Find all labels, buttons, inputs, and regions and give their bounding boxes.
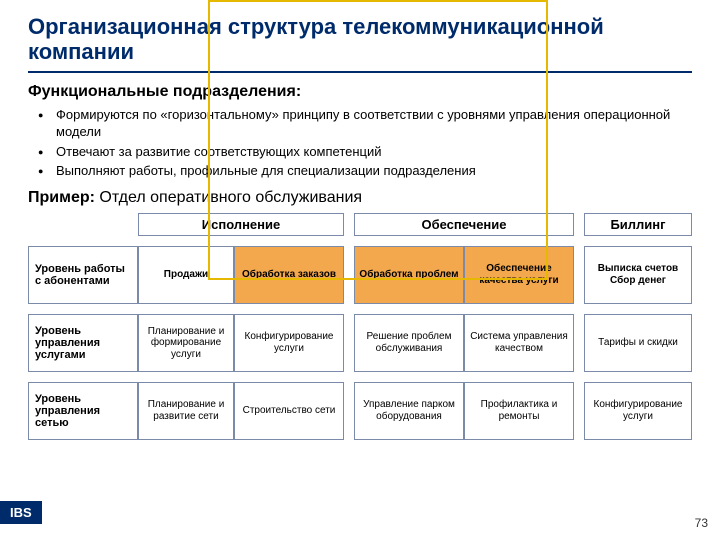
- matrix-cell: Управление парком оборудования: [354, 382, 464, 440]
- matrix-row: Уровень управления сетьюПланирование и р…: [28, 382, 692, 440]
- bullet-list: Формируются по «горизонтальному» принцип…: [28, 105, 692, 181]
- page-number: 73: [695, 516, 708, 530]
- col-header-billing: Биллинг: [584, 213, 692, 236]
- matrix-cell: Продажи: [138, 246, 234, 304]
- matrix-row: Уровень работы с абонентамиПродажиОбрабо…: [28, 246, 692, 304]
- matrix-row: Уровень управления услугамиПланирование …: [28, 314, 692, 372]
- matrix-cell: Планирование и формирование услуги: [138, 314, 234, 372]
- column-headers: Исполнение Обеспечение Биллинг: [138, 213, 692, 236]
- example-label: Пример:: [28, 189, 95, 206]
- matrix-cell: Профилактика и ремонты: [464, 382, 574, 440]
- matrix-cell: Строительство сети: [234, 382, 344, 440]
- bullet-item: Выполняют работы, профильные для специал…: [56, 161, 692, 181]
- matrix-cell: Тарифы и скидки: [584, 314, 692, 372]
- page-title: Организационная структура телекоммуникац…: [28, 14, 692, 73]
- matrix-cell: Система управления качеством: [464, 314, 574, 372]
- matrix-body: Уровень работы с абонентамиПродажиОбрабо…: [28, 236, 692, 440]
- section-heading: Функциональные подразделения:: [28, 83, 692, 101]
- matrix-cell: Решение проблем обслуживания: [354, 314, 464, 372]
- matrix-cell: Обработка проблем: [354, 246, 464, 304]
- row-header: Уровень работы с абонентами: [28, 246, 138, 304]
- bullet-item: Отвечают за развитие соответствующих ком…: [56, 142, 692, 162]
- example-value: Отдел оперативного обслуживания: [99, 189, 362, 206]
- example-line: Пример: Отдел оперативного обслуживания: [28, 189, 692, 207]
- row-header: Уровень управления сетью: [28, 382, 138, 440]
- matrix-cell: Конфигурирование услуги: [234, 314, 344, 372]
- logo: IBS: [0, 501, 42, 524]
- slide: Организационная структура телекоммуникац…: [0, 0, 720, 540]
- matrix: Исполнение Обеспечение Биллинг Уровень р…: [28, 213, 692, 440]
- matrix-cell: Конфигурирование услуги: [584, 382, 692, 440]
- col-header-execution: Исполнение: [138, 213, 344, 236]
- col-header-support: Обеспечение: [354, 213, 574, 236]
- matrix-cell: Обеспечение качества услуги: [464, 246, 574, 304]
- matrix-cell: Выписка счетов Сбор денег: [584, 246, 692, 304]
- matrix-cell: Обработка заказов: [234, 246, 344, 304]
- bullet-item: Формируются по «горизонтальному» принцип…: [56, 105, 692, 142]
- matrix-cell: Планирование и развитие сети: [138, 382, 234, 440]
- row-header: Уровень управления услугами: [28, 314, 138, 372]
